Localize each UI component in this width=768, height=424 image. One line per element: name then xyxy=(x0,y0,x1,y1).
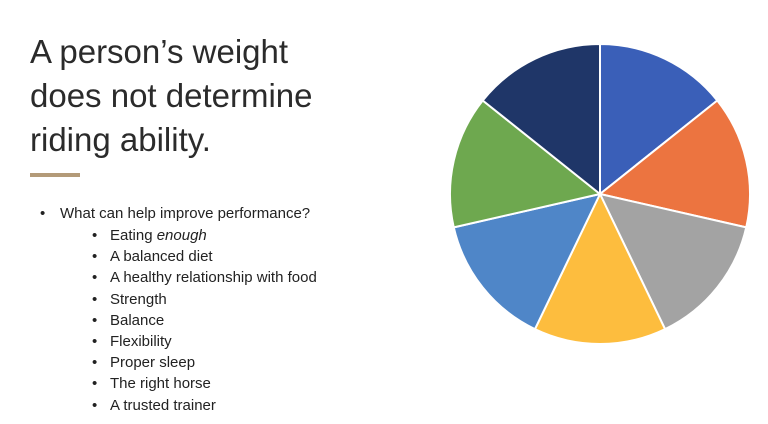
sub-bullet-item: A trusted trainer xyxy=(60,395,317,416)
title-line-1: A person’s weight xyxy=(30,33,289,70)
pie-slice-1 xyxy=(599,44,719,195)
pie-slice-7 xyxy=(481,44,601,195)
pie-slice-2 xyxy=(599,99,750,229)
sub-bullet-item: Eating enough xyxy=(60,225,317,246)
title-line-3: riding ability. xyxy=(30,121,211,158)
sub-bullet-text: Strength xyxy=(110,290,167,308)
slide-title: A person’s weight does not determine rid… xyxy=(30,30,360,162)
title-accent-line xyxy=(30,173,80,177)
sub-bullet-item: Flexibility xyxy=(60,331,317,352)
sub-bullet-text: A trusted trainer xyxy=(110,396,216,414)
sub-bullet-list: Eating enough A balanced diet A healthy … xyxy=(60,225,317,416)
bullet-text: What can help improve performance? xyxy=(60,205,311,222)
pie-chart xyxy=(450,44,750,344)
pie-slice-3 xyxy=(599,193,748,331)
sub-bullet-item: A balanced diet xyxy=(60,246,317,267)
sub-bullet-text: A balanced diet xyxy=(110,248,213,266)
bullet-item: What can help improve performance? Eatin… xyxy=(40,203,317,416)
sub-bullet-item: Strength xyxy=(60,289,317,310)
sub-bullet-item: A healthy relationship with food xyxy=(60,267,317,288)
sub-bullet-text: Balance xyxy=(110,311,165,329)
sub-bullet-item: Balance xyxy=(60,310,317,331)
pie-slice-4 xyxy=(533,193,667,344)
sub-bullet-text: Proper sleep xyxy=(110,354,196,372)
sub-bullet-text: Flexibility xyxy=(110,333,172,351)
bullet-list: What can help improve performance? Eatin… xyxy=(40,203,317,416)
sub-bullet-text: Eating xyxy=(110,227,157,244)
pie-chart-svg xyxy=(450,44,750,344)
pie-slice-6 xyxy=(450,99,601,229)
sub-bullet-text: The right horse xyxy=(110,375,211,393)
sub-bullet-item: The right horse xyxy=(60,373,317,394)
title-line-2: does not determine xyxy=(30,77,313,114)
sub-bullet-emphasis: enough xyxy=(156,227,207,244)
sub-bullet-text: A healthy relationship with food xyxy=(110,269,317,287)
pie-slice-5 xyxy=(452,193,601,331)
sub-bullet-item: Proper sleep xyxy=(60,352,317,373)
